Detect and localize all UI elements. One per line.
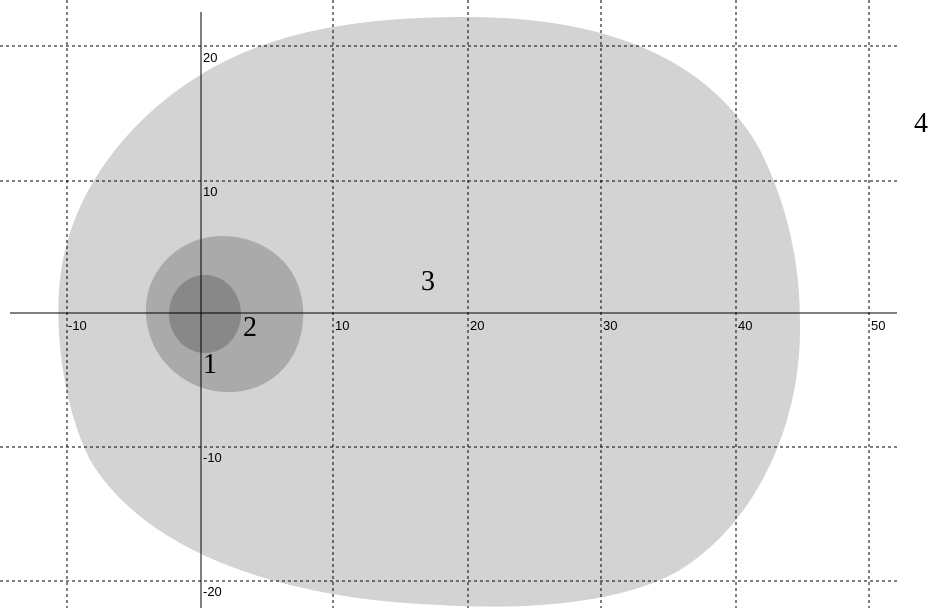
x-tick-label: -10 xyxy=(68,318,87,333)
x-tick-label: 50 xyxy=(871,318,885,333)
zone-4-label: 4 xyxy=(914,108,928,139)
zone-3-region xyxy=(58,17,801,607)
zone-1-region xyxy=(169,275,241,353)
zone-2-label: 2 xyxy=(243,312,257,343)
y-tick-label: 10 xyxy=(203,184,217,199)
y-tick-label: -10 xyxy=(203,450,222,465)
y-tick-label: 20 xyxy=(203,50,217,65)
y-tick-label: -20 xyxy=(203,584,222,599)
zone-1-label: 1 xyxy=(203,349,217,380)
x-tick-label: 40 xyxy=(738,318,752,333)
x-tick-label: 20 xyxy=(470,318,484,333)
zone-3-label: 3 xyxy=(421,266,435,297)
x-tick-label: 10 xyxy=(335,318,349,333)
grid xyxy=(0,0,897,608)
x-tick-label: 30 xyxy=(603,318,617,333)
